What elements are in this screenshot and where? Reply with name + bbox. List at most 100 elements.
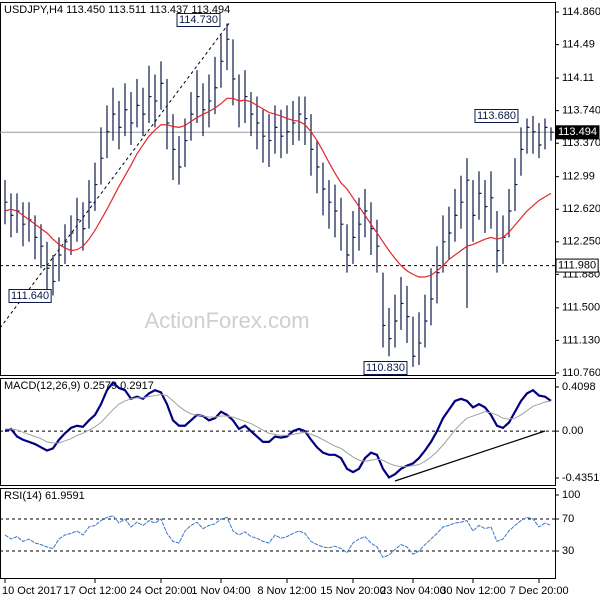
price-annotation: 114.730: [179, 14, 218, 26]
price-bar: [124, 83, 128, 137]
price-bar: [130, 92, 134, 145]
price-bar: [460, 175, 464, 229]
label-box: [474, 109, 519, 123]
price-bar: [358, 197, 362, 251]
price-bar: [496, 210, 500, 273]
y-tick-label: 100: [562, 489, 580, 501]
price-bar: [310, 114, 314, 176]
price-bar: [232, 39, 236, 106]
y-tick-label: 70: [562, 513, 574, 525]
price-bar: [532, 115, 536, 154]
price-bar: [472, 180, 476, 242]
price-bar: [448, 206, 452, 260]
price-bar: [274, 105, 278, 154]
price-bar: [280, 109, 284, 159]
price-bar: [10, 193, 14, 238]
price-bar: [382, 272, 386, 348]
x-tick-label: 15 Nov 20:00: [320, 585, 385, 597]
label-box: [555, 258, 599, 273]
price-bar: [256, 96, 260, 150]
price-bar: [442, 215, 446, 273]
price-bar: [154, 74, 158, 128]
price-bar: [136, 78, 140, 128]
price-bar: [376, 219, 380, 273]
watermark: ActionForex.com: [144, 308, 309, 333]
y-tick-label: 30: [562, 545, 574, 557]
price-bar: [244, 70, 248, 123]
x-tick-label: 17 Oct 12:00: [64, 585, 127, 597]
price-bar: [22, 202, 26, 247]
price-bar: [388, 307, 392, 357]
price-bar: [4, 180, 8, 225]
price-bar: [178, 136, 182, 185]
price-bar: [82, 202, 86, 251]
trend-line: [0, 21, 231, 329]
price-bar: [334, 184, 338, 238]
price-bar: [112, 87, 116, 141]
price-bar: [196, 70, 200, 123]
price-annotation: 113.680: [477, 110, 516, 122]
rsi-panel-frame: [0, 488, 556, 579]
price-bar: [250, 92, 254, 137]
indicator-line: [4, 381, 552, 479]
price-bar: [466, 158, 470, 308]
x-tick-label: 7 Dec 20:00: [509, 585, 568, 597]
price-bar: [226, 23, 230, 71]
price-bar: [208, 74, 212, 128]
price-bar: [328, 180, 332, 229]
price-bar: [118, 100, 122, 150]
price-bar: [286, 105, 290, 154]
y-tick-label: -0.4351: [562, 472, 599, 484]
x-tick-label: 23 Nov 04:00: [380, 585, 445, 597]
x-tick-label: 1 Nov 04:00: [191, 585, 250, 597]
price-panel-frame: [0, 2, 556, 376]
macd-panel-frame: [0, 378, 556, 486]
price-bar: [106, 105, 110, 159]
price-bar: [424, 294, 428, 348]
chart-title: USDJPY,H4 113.450 113.511 113.437 113.49…: [4, 4, 230, 16]
price-bar: [370, 202, 374, 256]
price-bar: [184, 118, 188, 167]
price-bar: [340, 197, 344, 251]
price-bar: [412, 316, 416, 367]
price-bar: [304, 96, 308, 145]
price-bar: [394, 294, 398, 348]
price-bar: [292, 100, 296, 145]
price-bar: [160, 61, 164, 110]
price-bar: [76, 197, 80, 242]
y-tick-label: 112.99: [562, 171, 595, 183]
price-bar: [550, 127, 554, 141]
x-tick-label: 30 Nov 12:00: [440, 585, 505, 597]
price-bar: [88, 180, 92, 229]
label-box: [363, 361, 408, 375]
level-label: 111.980: [558, 259, 596, 271]
price-bar: [346, 224, 350, 273]
y-tick-label: 113.740: [562, 105, 600, 117]
label-box: [176, 13, 221, 27]
price-bar: [520, 127, 524, 176]
y-tick-label: 114.49: [562, 39, 595, 51]
y-tick-label: 111.500: [562, 302, 600, 314]
price-bar: [268, 114, 272, 167]
y-tick-label: 114.11: [562, 72, 594, 84]
price-bar: [364, 188, 368, 238]
price-bar: [352, 210, 356, 264]
y-tick-label: 111.130: [562, 334, 600, 346]
level-label: 113.494: [558, 126, 597, 138]
price-bar: [220, 34, 224, 88]
price-bar: [502, 215, 506, 264]
price-bar: [298, 96, 302, 141]
price-bar: [478, 171, 482, 220]
indicator-line: [4, 515, 552, 559]
price-bar: [430, 268, 434, 326]
price-bar: [142, 87, 146, 137]
price-bar: [514, 158, 518, 211]
x-tick-label: 10 Oct 2017: [2, 585, 62, 597]
price-bar: [100, 127, 104, 185]
price-bar: [454, 188, 458, 242]
price-bar: [166, 78, 170, 150]
price-bar: [262, 109, 266, 163]
price-bar: [40, 224, 44, 269]
